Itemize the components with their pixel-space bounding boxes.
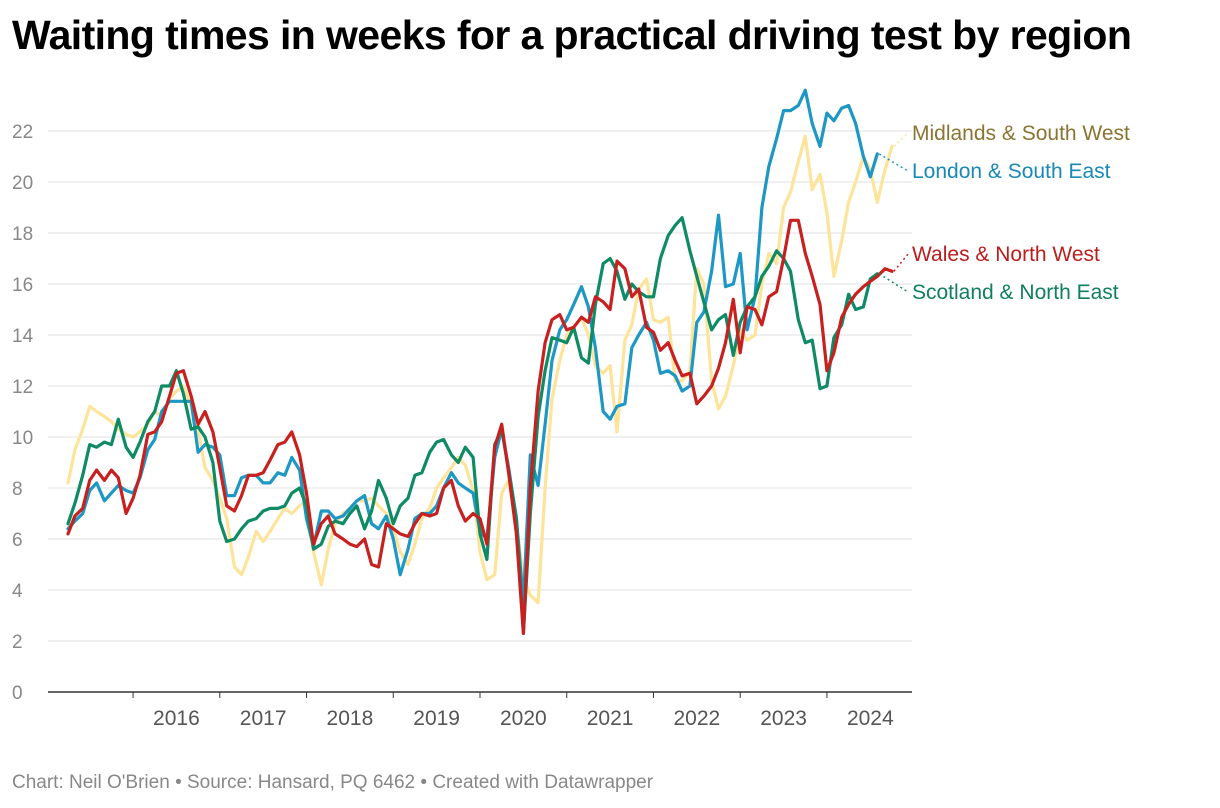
y-tick-label-22: 22 bbox=[12, 122, 33, 143]
series-line-midlands-south-west bbox=[66, 134, 894, 605]
series-lines bbox=[66, 88, 894, 635]
y-tick-label-16: 16 bbox=[12, 275, 33, 296]
y-tick-label-10: 10 bbox=[12, 428, 33, 449]
series-labels: Midlands & South West London & South East… bbox=[878, 122, 1130, 304]
series-line-scotland-north-east bbox=[66, 216, 879, 635]
x-tick-label-2019: 2019 bbox=[413, 707, 460, 730]
y-tick-label-6: 6 bbox=[12, 530, 23, 551]
series-line-wales-north-west bbox=[66, 218, 894, 635]
y-tick-label-2: 2 bbox=[12, 632, 23, 653]
label-connector-scotland-north-east bbox=[878, 273, 909, 293]
x-tick-label-2016: 2016 bbox=[153, 707, 200, 730]
label-connector-wales-north-west bbox=[893, 253, 909, 272]
series-label-london-south-east: London & South East bbox=[912, 160, 1111, 183]
series-line-london-south-east bbox=[66, 88, 879, 605]
label-connector-midlands-south-west bbox=[893, 132, 909, 147]
x-tick-label-2021: 2021 bbox=[587, 707, 634, 730]
x-tick-label-2020: 2020 bbox=[500, 707, 547, 730]
y-tick-label-0: 0 bbox=[12, 683, 23, 704]
x-tick-label-2023: 2023 bbox=[760, 707, 807, 730]
x-tick-label-2022: 2022 bbox=[673, 707, 720, 730]
y-tick-label-4: 4 bbox=[12, 581, 23, 602]
x-tick-label-2017: 2017 bbox=[240, 707, 287, 730]
chart-footer: Chart: Neil O'Brien • Source: Hansard, P… bbox=[12, 772, 654, 793]
series-label-midlands-south-west: Midlands & South West bbox=[912, 122, 1130, 145]
x-axis-ticks: 2016 2017 2018 2019 2020 2021 2022 2023 2024 bbox=[132, 692, 894, 730]
x-tick-label-2018: 2018 bbox=[327, 707, 374, 730]
y-tick-label-20: 20 bbox=[12, 173, 33, 194]
series-label-scotland-north-east: Scotland & North East bbox=[912, 281, 1119, 304]
y-tick-label-12: 12 bbox=[12, 377, 33, 398]
x-tick-label-2024: 2024 bbox=[847, 707, 894, 730]
y-tick-label-8: 8 bbox=[12, 479, 23, 500]
label-connector-london-south-east bbox=[878, 153, 909, 172]
series-label-wales-north-west: Wales & North West bbox=[912, 243, 1100, 266]
y-tick-label-18: 18 bbox=[12, 224, 33, 245]
y-tick-label-14: 14 bbox=[12, 326, 34, 347]
y-axis-ticks: 0 2 4 6 8 10 12 14 16 18 20 22 bbox=[12, 122, 34, 704]
chart-title: Waiting times in weeks for a practical d… bbox=[12, 12, 1132, 58]
